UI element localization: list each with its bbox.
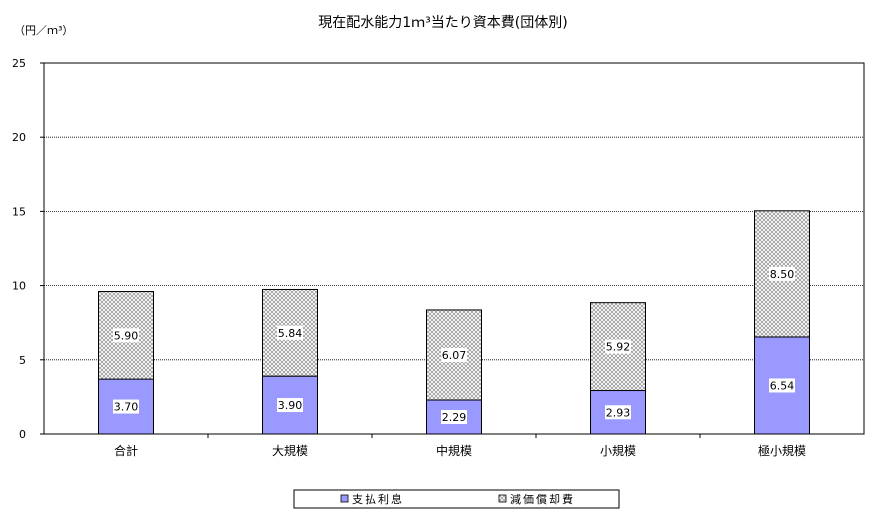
- y-tick-label: 20: [12, 131, 26, 144]
- data-label-text: 2.29: [442, 411, 467, 424]
- x-tick-label: 極小規模: [758, 443, 806, 458]
- legend-label-interest: 支払利息: [352, 492, 404, 506]
- legend-label-depreciation: 減価償却費: [510, 492, 575, 506]
- data-label-interest: 3.90: [277, 398, 303, 413]
- data-label-bg: [605, 339, 631, 354]
- data-label-bg: [277, 398, 303, 413]
- data-label-depreciation: 6.07: [441, 347, 467, 362]
- data-label-bg: [605, 405, 631, 420]
- data-label-depreciation: 5.92: [605, 339, 631, 354]
- chart-title: 現在配水能力1ｍ³当たり資本費(団体別): [318, 15, 567, 31]
- data-label-bg: [113, 328, 139, 343]
- data-label-bg: [769, 378, 795, 393]
- data-label-interest: 6.54: [769, 378, 795, 393]
- data-label-text: 3.90: [278, 399, 303, 412]
- data-label-text: 5.84: [278, 327, 303, 340]
- data-label-interest: 2.93: [605, 405, 631, 420]
- data-label-depreciation: 5.84: [277, 325, 303, 340]
- data-label-bg: [113, 399, 139, 414]
- x-axis: 合計 大規模 中規模 小規模 極小規模: [114, 434, 806, 458]
- data-label-text: 6.54: [770, 379, 795, 392]
- data-label-depreciation: 5.90: [113, 328, 139, 343]
- data-label-interest: 2.29: [441, 410, 467, 425]
- data-label-bg: [277, 325, 303, 340]
- data-label-text: 6.07: [442, 349, 467, 362]
- legend: 支払利息 減価償却費: [293, 489, 620, 509]
- y-tick-label: 25: [12, 57, 26, 70]
- data-label-bg: [769, 266, 795, 281]
- y-tick-label: 10: [12, 280, 26, 293]
- data-label-depreciation: 8.50: [769, 266, 795, 281]
- legend-swatch-depreciation: [498, 494, 507, 503]
- data-label-bg: [441, 347, 467, 362]
- x-tick-label: 小規模: [600, 443, 636, 458]
- y-axis: 0 5 10 15 20 25: [12, 57, 44, 441]
- y-tick-label: 15: [12, 205, 26, 218]
- x-tick-label: 中規模: [436, 443, 472, 458]
- data-label-interest: 3.70: [113, 399, 139, 414]
- data-label-text: 2.93: [606, 406, 631, 419]
- legend-swatch-interest: [340, 494, 349, 503]
- data-label-text: 5.90: [114, 329, 139, 342]
- x-tick-label: 大規模: [272, 443, 308, 458]
- y-tick-label: 0: [19, 428, 26, 441]
- data-label-text: 3.70: [114, 401, 139, 414]
- data-label-bg: [441, 410, 467, 425]
- data-label-text: 8.50: [770, 268, 795, 281]
- y-unit-label: （円／ｍ³）: [14, 24, 73, 37]
- x-tick-label: 合計: [114, 443, 138, 458]
- data-label-text: 5.92: [606, 341, 631, 354]
- data-labels: 3.70 5.90 3.90 5.84 2.29 6.07 2.93 5.92 6.54 8.50: [113, 266, 795, 425]
- y-tick-label: 5: [19, 354, 26, 367]
- legend-box: [293, 489, 620, 509]
